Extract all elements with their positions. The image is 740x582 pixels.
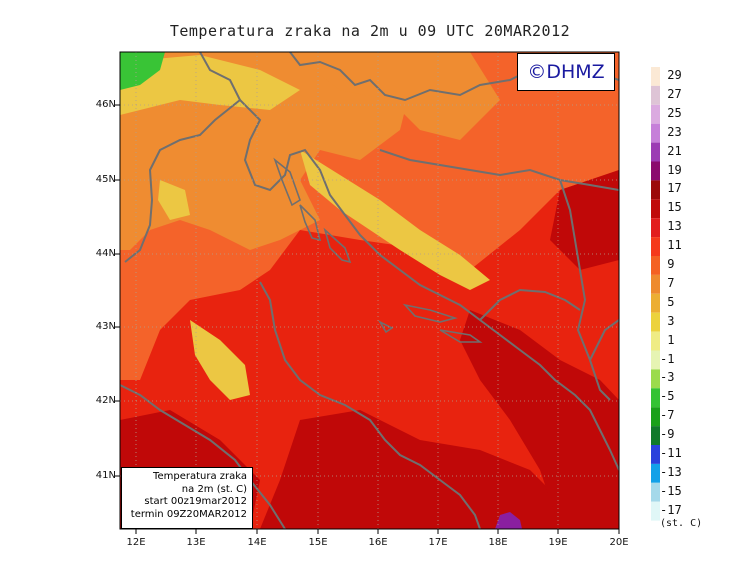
axis-ticks <box>115 104 620 534</box>
lat-label-41n: 41N <box>95 470 116 481</box>
colorbar-tick-label: 23 <box>660 124 682 139</box>
yellow-zone-alps <box>120 55 300 115</box>
lon-label-19e: 19E <box>548 537 568 548</box>
lon-label-20e: 20E <box>609 537 629 548</box>
lat-label-45n: 45N <box>95 174 116 185</box>
lat-label-43n: 43N <box>95 321 116 332</box>
lat-label-44n: 44N <box>95 248 116 259</box>
colorbar-tick-label: 15 <box>660 200 682 215</box>
colorbar-tick-label: 25 <box>660 105 682 120</box>
colorbar-tick-label: 3 <box>660 313 675 328</box>
colorbar-swatch <box>651 331 660 351</box>
colorbar-swatch <box>651 293 660 313</box>
colorbar-swatch <box>651 501 660 521</box>
colorbar-swatch <box>651 256 660 275</box>
lat-label-46n: 46N <box>95 99 116 110</box>
colorbar-swatch <box>651 104 660 124</box>
colorbar-swatch <box>651 426 660 445</box>
colorbar-swatch <box>651 463 660 483</box>
info-line-4: termin 09Z20MAR2012 <box>130 508 247 520</box>
lon-label-17e: 17E <box>428 537 448 548</box>
colorbar-unit: (st. C) <box>660 518 703 529</box>
colorbar-tick-label: -13 <box>660 464 682 479</box>
colorbar-swatch <box>651 388 660 408</box>
lon-label-14e: 14E <box>247 537 267 548</box>
yellow-zone-dinaric <box>300 150 490 290</box>
colorbar-swatch <box>651 350 660 370</box>
dark-red-zone-east <box>550 170 619 270</box>
yellow-zone-apennines <box>190 320 250 400</box>
colorbar-tick-label: -1 <box>660 351 675 366</box>
colorbar-tick-label: 19 <box>660 162 682 177</box>
info-box: Temperatura zraka na 2m (st. C) start 00… <box>121 467 253 529</box>
green-zone <box>120 52 165 90</box>
colorbar-tick-label: 1 <box>660 332 675 347</box>
colorbar-swatch <box>651 369 660 389</box>
colorbar-tick-label: 5 <box>660 294 675 309</box>
colorbar-tick-label: 11 <box>660 238 682 253</box>
colorbar-swatch <box>651 123 660 143</box>
colorbar-tick-label: 29 <box>660 68 682 82</box>
lat-label-42n: 42N <box>95 395 116 406</box>
coastlines <box>120 52 619 529</box>
colorbar-tick-label: 21 <box>660 143 682 158</box>
map-title: Temperatura zraka na 2m u 09 UTC 20MAR20… <box>169 22 571 40</box>
colorbar-swatch <box>651 482 660 502</box>
dark-red-zone-south <box>260 410 580 529</box>
colorbar-tick-label: 9 <box>660 257 675 271</box>
colorbar-swatch <box>651 85 660 105</box>
colorbar-tick-label: 17 <box>660 181 682 196</box>
brand-logo: ©DHMZ <box>517 53 615 91</box>
colorbar-swatch <box>651 142 660 162</box>
colorbar-tick-label: 7 <box>660 275 675 290</box>
colorbar-swatch <box>651 218 660 238</box>
yellow-zone-istria <box>158 180 190 220</box>
lon-label-16e: 16E <box>368 537 388 548</box>
info-line-1: Temperatura zraka <box>153 471 247 482</box>
info-line-3: start 00z19mar2012 <box>144 496 247 507</box>
colorbar-swatch <box>651 237 660 256</box>
light-orange-zone-2 <box>290 52 500 140</box>
colorbar-swatch <box>651 407 660 427</box>
colorbar-tick-label: -5 <box>660 389 675 404</box>
islands <box>273 157 483 343</box>
colorbar-swatch <box>651 445 660 464</box>
lon-label-13e: 13E <box>186 537 206 548</box>
colorbar-tick-label: -7 <box>660 408 675 423</box>
colorbar-tick-label: -3 <box>660 370 675 385</box>
lon-label-18e: 18E <box>488 537 508 548</box>
colorbar-swatch <box>651 67 660 86</box>
colorbar-tick-label: -17 <box>660 502 682 517</box>
colorbar-swatch <box>651 161 660 181</box>
colorbar-tick-label: -15 <box>660 483 682 498</box>
info-line-2: na 2m (st. C) <box>181 483 247 495</box>
colorbar-swatch <box>651 180 660 200</box>
lon-label-12e: 12E <box>126 537 146 548</box>
colorbar <box>651 67 660 521</box>
colorbar-swatch <box>651 199 660 219</box>
colorbar-swatch <box>651 312 660 332</box>
purple-spot <box>495 512 522 529</box>
lon-label-15e: 15E <box>308 537 328 548</box>
colorbar-swatch <box>651 274 660 294</box>
map-frame <box>119 51 620 530</box>
dark-red-zone-montenegro <box>460 310 619 529</box>
colorbar-tick-label: -11 <box>660 446 682 460</box>
colorbar-tick-label: 27 <box>660 86 682 101</box>
colorbar-tick-label: 13 <box>660 219 682 234</box>
colorbar-tick-label: -9 <box>660 427 675 442</box>
